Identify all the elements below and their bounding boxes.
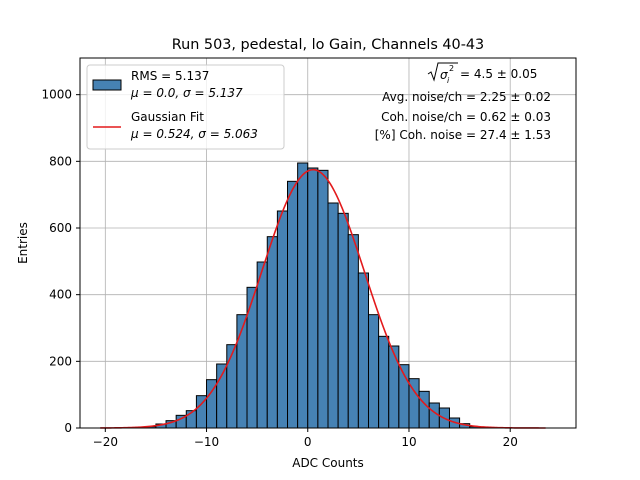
legend-box [86,64,285,150]
x-axis-ticks: −20 −10 0 10 20 [93,428,518,449]
svg-text:σ: σ [440,68,448,82]
x-tick-label: 20 [503,435,518,449]
histogram-bar [287,180,299,429]
chart-title: Run 503, pedestal, lo Gain, Channels 40-… [172,37,484,53]
histogram-bar [347,234,359,429]
y-tick-label: 600 [49,221,72,235]
gaussian-fit-curve [100,168,546,429]
y-tick-label: 800 [49,154,72,168]
legend-fit-stats: μ = 0.524, σ = 5.063 [130,127,258,141]
histogram-bar [226,344,238,429]
histogram-bar [388,345,400,429]
legend-histogram-swatch [92,79,122,91]
noise-annotations: σ i 2 = 4.5 ± 0.05 Avg. noise/ch = 2.25 … [375,62,551,142]
histogram-bar [266,236,278,429]
y-tick-label: 200 [49,354,72,368]
histogram-bar [297,162,309,429]
annotation-coh-noise: Coh. noise/ch = 0.62 ± 0.03 [381,110,551,124]
legend: RMS = 5.137 μ = 0.0, σ = 5.137 Gaussian … [86,64,285,150]
annotation-sigma-total: = 4.5 ± 0.05 [460,67,537,81]
histogram-bar [236,314,248,429]
annotation-coh-percent: [%] Coh. noise = 27.4 ± 1.53 [375,128,551,142]
y-tick-label: 0 [64,421,72,435]
y-axis-label: Entries [16,222,30,264]
x-axis-label: ADC Counts [292,456,364,470]
histogram-bar [357,272,369,429]
x-tick-label: 0 [304,435,312,449]
y-tick-label: 1000 [41,88,72,102]
histogram-bar [378,335,390,429]
legend-histogram-label: RMS = 5.137 [131,69,209,83]
x-tick-label: −20 [93,435,118,449]
legend-fit-label: Gaussian Fit [131,110,204,124]
y-axis-ticks: 0 200 400 600 800 1000 [41,88,80,435]
x-tick-label: −10 [194,435,219,449]
svg-text:2: 2 [449,64,454,73]
histogram-bar [418,390,430,429]
sqrt-sigma-symbol: σ i 2 [427,62,458,85]
x-tick-label: 10 [401,435,416,449]
histogram-bar [246,286,258,429]
histogram-bar [317,169,329,429]
plot-frame [79,57,577,429]
svg-text:i: i [447,76,450,85]
annotation-avg-noise: Avg. noise/ch = 2.25 ± 0.02 [382,90,551,104]
histogram-bar [327,202,339,429]
histogram-bar [337,212,349,429]
legend-histogram-stats: μ = 0.0, σ = 5.137 [130,86,243,100]
histogram-bar [276,210,289,429]
histogram-bar [256,261,268,429]
histogram-bar [367,314,380,429]
y-tick-label: 400 [49,288,72,302]
histogram-bar [307,167,319,429]
